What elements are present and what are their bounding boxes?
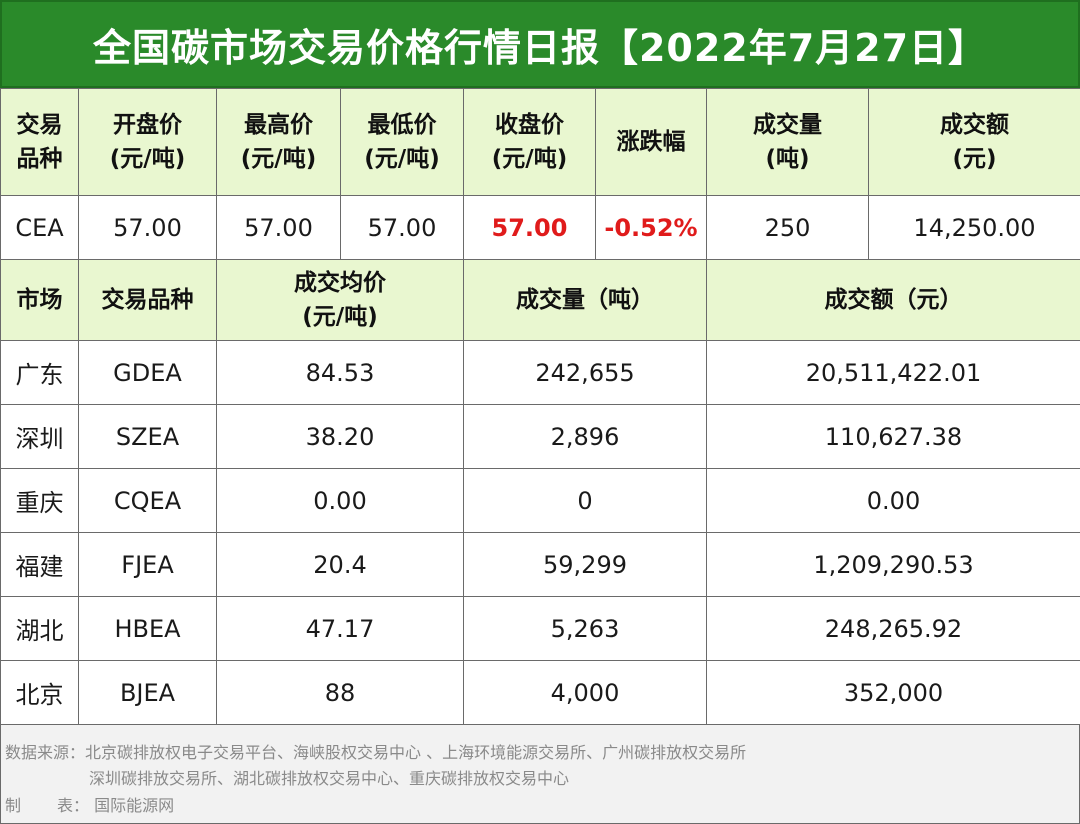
header-high: 最高价 (元/吨) bbox=[216, 88, 341, 196]
cell-amount: 20,511,422.01 bbox=[706, 340, 1080, 405]
cell-amount: 0.00 bbox=[706, 468, 1080, 533]
table-row: 福建 FJEA 20.4 59,299 1,209,290.53 bbox=[0, 532, 1080, 597]
header-amount: 成交额（元） bbox=[706, 259, 1080, 341]
cell-volume: 5,263 bbox=[463, 596, 707, 661]
cell-variety: CEA bbox=[0, 195, 79, 260]
cell-market: 福建 bbox=[0, 532, 79, 597]
cell-amount: 110,627.38 bbox=[706, 404, 1080, 469]
header-avg-price: 成交均价 (元/吨) bbox=[216, 259, 464, 341]
cell-market: 湖北 bbox=[0, 596, 79, 661]
cell-volume: 242,655 bbox=[463, 340, 707, 405]
maker-line: 制 表： 国际能源网 bbox=[5, 792, 174, 816]
cell-avg-price: 20.4 bbox=[216, 532, 464, 597]
cell-variety: FJEA bbox=[78, 532, 217, 597]
cell-avg-price: 47.17 bbox=[216, 596, 464, 661]
header-close: 收盘价 (元/吨) bbox=[463, 88, 596, 196]
cell-variety: GDEA bbox=[78, 340, 217, 405]
table-row: 北京 BJEA 88 4,000 352,000 bbox=[0, 660, 1080, 725]
cell-volume: 59,299 bbox=[463, 532, 707, 597]
header-variety: 交易品种 bbox=[78, 259, 217, 341]
cell-volume: 2,896 bbox=[463, 404, 707, 469]
header-volume: 成交量（吨） bbox=[463, 259, 707, 341]
cell-open: 57.00 bbox=[78, 195, 217, 260]
cell-volume: 4,000 bbox=[463, 660, 707, 725]
header-low: 最低价 (元/吨) bbox=[340, 88, 464, 196]
cell-variety: CQEA bbox=[78, 468, 217, 533]
cell-avg-price: 88 bbox=[216, 660, 464, 725]
header-volume: 成交量 (吨) bbox=[706, 88, 869, 196]
national-header-row: 交易 品种 开盘价 (元/吨) 最高价 (元/吨) 最低价 (元/吨) 收盘价 (元/吨)… bbox=[0, 88, 1080, 196]
maker-label-2: 表： bbox=[57, 796, 90, 815]
source-label: 数据来源： bbox=[5, 743, 86, 762]
cell-avg-price: 0.00 bbox=[216, 468, 464, 533]
cell-market: 北京 bbox=[0, 660, 79, 725]
page-title: 全国碳市场交易价格行情日报【2022年7月27日】 bbox=[0, 0, 1080, 88]
cell-market: 重庆 bbox=[0, 468, 79, 533]
source-notes: 数据来源：北京碳排放权电子交易平台、海峡股权交易中心 、上海环境能源交易所、广州… bbox=[0, 724, 1080, 824]
header-market: 市场 bbox=[0, 259, 79, 341]
maker-text: 国际能源网 bbox=[94, 796, 175, 815]
regional-market-table: 市场 交易品种 成交均价 (元/吨) 成交量（吨） 成交额（元） 广东 GDEA … bbox=[0, 259, 1080, 725]
header-change: 涨跌幅 bbox=[595, 88, 707, 196]
header-amount: 成交额 (元) bbox=[868, 88, 1080, 196]
cell-volume: 250 bbox=[706, 195, 869, 260]
table-row: 广东 GDEA 84.53 242,655 20,511,422.01 bbox=[0, 340, 1080, 405]
cell-change: -0.52% bbox=[595, 195, 707, 260]
cell-variety: HBEA bbox=[78, 596, 217, 661]
cell-amount: 248,265.92 bbox=[706, 596, 1080, 661]
regional-header-row: 市场 交易品种 成交均价 (元/吨) 成交量（吨） 成交额（元） bbox=[0, 259, 1080, 341]
cell-amount: 352,000 bbox=[706, 660, 1080, 725]
cell-avg-price: 38.20 bbox=[216, 404, 464, 469]
cell-variety: BJEA bbox=[78, 660, 217, 725]
national-market-table: 交易 品种 开盘价 (元/吨) 最高价 (元/吨) 最低价 (元/吨) 收盘价 (元/吨)… bbox=[0, 88, 1080, 260]
table-row: 深圳 SZEA 38.20 2,896 110,627.38 bbox=[0, 404, 1080, 469]
header-variety: 交易品种 bbox=[0, 88, 79, 196]
cell-low: 57.00 bbox=[340, 195, 464, 260]
table-row: 重庆 CQEA 0.00 0 0.00 bbox=[0, 468, 1080, 533]
source-line-1: 数据来源：北京碳排放权电子交易平台、海峡股权交易中心 、上海环境能源交易所、广州… bbox=[5, 739, 746, 763]
cell-market: 深圳 bbox=[0, 404, 79, 469]
cell-market: 广东 bbox=[0, 340, 79, 405]
cell-volume: 0 bbox=[463, 468, 707, 533]
cell-amount: 14,250.00 bbox=[868, 195, 1080, 260]
cell-avg-price: 84.53 bbox=[216, 340, 464, 405]
national-data-row: CEA 57.00 57.00 57.00 57.00 -0.52% 250 1… bbox=[0, 195, 1080, 260]
header-open: 开盘价 (元/吨) bbox=[78, 88, 217, 196]
table-row: 湖北 HBEA 47.17 5,263 248,265.92 bbox=[0, 596, 1080, 661]
maker-label-1: 制 bbox=[5, 796, 22, 815]
cell-amount: 1,209,290.53 bbox=[706, 532, 1080, 597]
cell-high: 57.00 bbox=[216, 195, 341, 260]
source-line-2: 深圳碳排放交易所、湖北碳排放权交易中心、重庆碳排放权交易中心 bbox=[89, 769, 570, 788]
cell-variety: SZEA bbox=[78, 404, 217, 469]
cell-close: 57.00 bbox=[463, 195, 596, 260]
source-text-1: 北京碳排放权电子交易平台、海峡股权交易中心 、上海环境能源交易所、广州碳排放权交… bbox=[85, 743, 747, 762]
